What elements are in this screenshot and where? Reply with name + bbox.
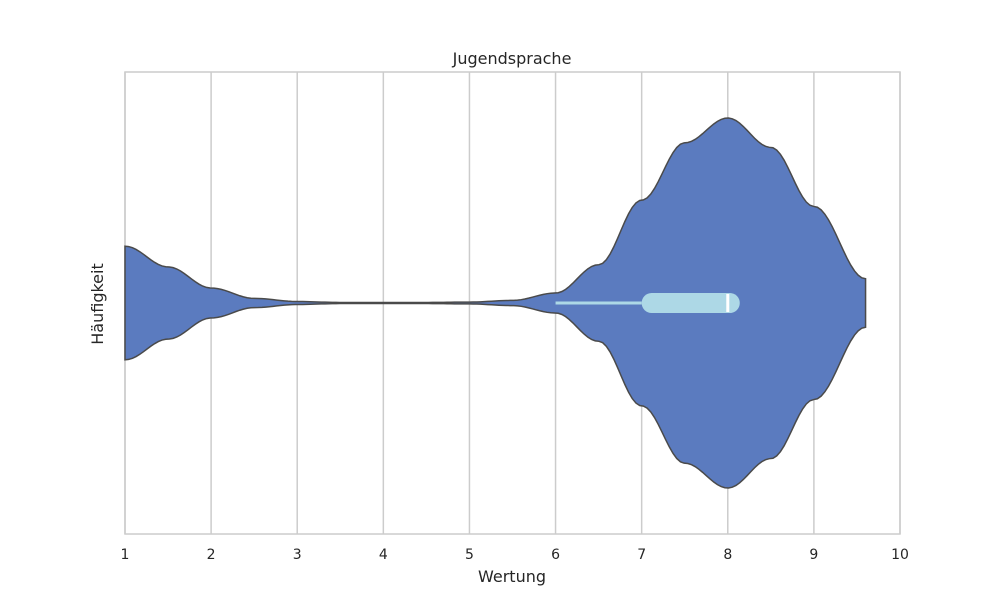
y-axis-label: Häufigkeit bbox=[88, 263, 107, 344]
x-tick-label-10: 10 bbox=[891, 547, 909, 563]
x-tick-label-5: 5 bbox=[465, 547, 474, 563]
x-tick-label-6: 6 bbox=[551, 547, 560, 563]
chart-title: Jugendsprache bbox=[452, 49, 572, 68]
x-tick-label-9: 9 bbox=[809, 547, 818, 563]
x-tick-labels: 1 2 3 4 5 6 7 8 9 10 bbox=[121, 547, 909, 563]
x-axis-label: Wertung bbox=[478, 567, 546, 586]
violin-body bbox=[124, 117, 867, 489]
x-tick-label-2: 2 bbox=[207, 547, 216, 563]
x-tick-label-4: 4 bbox=[379, 547, 388, 563]
box-plot bbox=[555, 293, 740, 313]
x-tick-label-1: 1 bbox=[121, 547, 130, 563]
box-iqr bbox=[641, 293, 740, 313]
x-tick-label-3: 3 bbox=[293, 547, 302, 563]
x-tick-label-7: 7 bbox=[637, 547, 646, 563]
x-tick-label-8: 8 bbox=[723, 547, 732, 563]
